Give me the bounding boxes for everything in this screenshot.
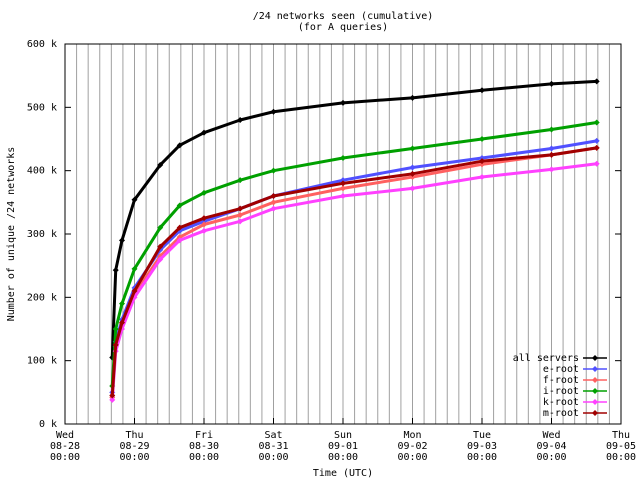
point-marker [479,87,485,94]
legend-label: e-root [543,364,579,375]
point-marker [157,243,164,250]
point-marker [340,185,346,192]
legend-marker [592,410,598,416]
legend-marker [592,377,598,383]
y-axis-label: Number of unique /24 networks [6,147,17,322]
x-tick-label: Wed 09-04 00:00 [536,430,566,463]
x-tick-label: Tue 09-03 00:00 [467,430,497,463]
legend-label: k-root [543,397,579,408]
y-tick-label: 0 k [39,419,57,430]
point-marker [593,119,600,126]
point-marker [409,185,416,192]
legend-label: f-root [543,375,579,386]
point-marker [548,166,555,173]
point-marker [237,218,244,225]
point-marker [340,180,346,187]
y-tick-label: 600 k [27,39,57,50]
point-marker [157,161,164,168]
legend-marker [592,399,598,405]
point-marker [548,145,555,152]
y-tick-label: 500 k [27,102,57,113]
point-marker [479,158,485,165]
point-marker [409,164,416,171]
legend-marker [592,366,598,372]
x-tick-label: Thu 09-05 00:00 [606,430,636,463]
point-marker [112,267,119,274]
point-marker [157,256,164,263]
point-marker [340,193,346,199]
point-marker [201,215,207,222]
point-marker [548,126,555,133]
point-marker [548,151,555,158]
point-marker [479,136,485,142]
legend-label: all servers [513,353,579,364]
series-line [110,162,597,401]
point-marker [118,319,125,326]
point-marker [176,224,183,231]
x-tick-label: Fri 08-30 00:00 [189,430,219,463]
point-marker [176,202,183,209]
point-marker [131,196,138,203]
point-marker [176,142,183,149]
chart-subtitle: (for A queries) [298,22,388,33]
point-marker [176,237,183,244]
point-marker [340,99,346,106]
point-marker [479,174,485,180]
point-marker [409,94,416,101]
point-marker [201,129,207,136]
x-tick-label: Thu 08-29 00:00 [119,430,149,463]
point-marker [593,160,600,167]
x-axis-label: Time (UTC) [313,468,373,479]
point-marker [109,396,116,403]
point-marker [157,224,164,231]
point-marker [593,137,600,144]
point-marker [201,189,207,196]
point-marker [118,300,125,307]
legend-label: i-root [543,386,579,397]
legend-marker [592,388,598,394]
point-marker [270,205,277,212]
point-marker [593,78,600,85]
point-marker [201,227,207,234]
y-tick-label: 300 k [27,229,57,240]
point-marker [548,80,555,87]
point-marker [112,341,119,348]
point-marker [201,221,207,228]
chart-title: /24 networks seen (cumulative) [253,11,434,22]
plot-frame [64,43,622,425]
point-marker [112,326,119,332]
series-line [110,79,597,358]
point-marker [237,205,244,212]
point-marker [237,117,244,123]
point-marker [340,155,346,161]
y-tick-label: 200 k [27,292,57,303]
point-marker [593,144,600,151]
x-tick-label: Wed 08-28 00:00 [50,430,80,463]
series-line [110,121,597,387]
point-marker [409,170,416,177]
point-marker [118,237,125,244]
point-marker [131,265,138,272]
point-marker [237,177,244,184]
series-line [110,146,597,396]
point-marker [270,108,277,115]
x-tick-label: Mon 09-02 00:00 [397,430,427,463]
y-tick-label: 100 k [27,356,57,367]
point-marker [131,288,138,294]
y-tick-label: 400 k [27,166,57,177]
point-marker [479,155,485,161]
point-marker [270,199,277,206]
point-marker [409,145,416,152]
legend-marker [592,355,598,361]
point-marker [237,212,244,218]
x-tick-label: Sat 08-31 00:00 [258,430,288,463]
point-marker [270,193,277,199]
legend-label: m-root [543,408,579,419]
point-marker [270,167,277,174]
x-tick-label: Sun 09-01 00:00 [328,430,358,463]
point-marker [109,392,116,399]
